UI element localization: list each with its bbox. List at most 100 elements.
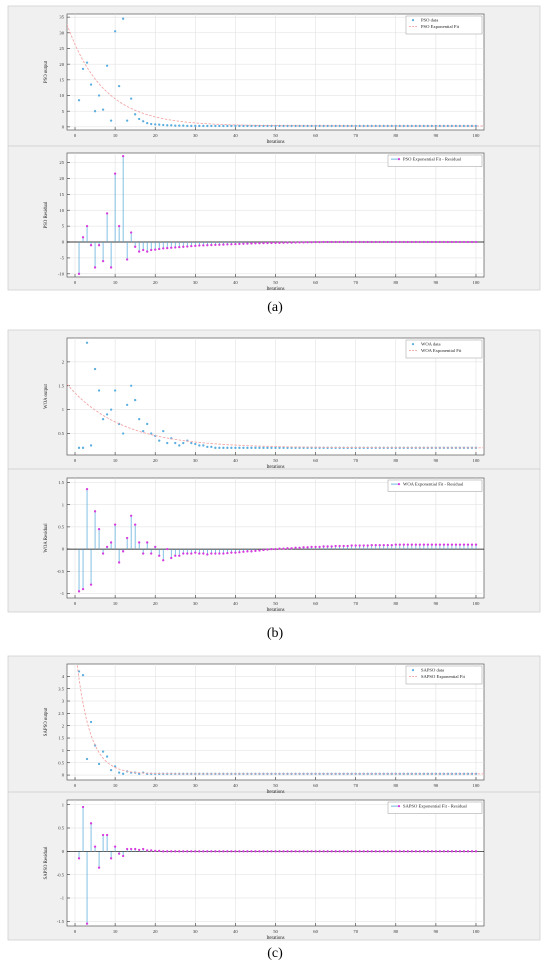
data-point: [97, 94, 101, 97]
data-point: [222, 124, 225, 128]
legend-marker: [397, 483, 401, 486]
data-point: [246, 446, 249, 449]
stem-marker: [214, 850, 217, 853]
stem-marker: [334, 240, 337, 244]
x-tick-label: 0: [74, 929, 77, 934]
stem-marker: [378, 240, 381, 244]
x-tick-label: 30: [193, 458, 198, 463]
data-point: [390, 124, 393, 128]
stem-marker: [390, 850, 393, 853]
stem-marker: [89, 244, 93, 247]
x-tick-label: 50: [273, 929, 278, 934]
y-tick-label: 20: [59, 62, 64, 67]
stem-marker: [121, 550, 125, 553]
stem-marker: [178, 245, 181, 249]
stem-marker: [270, 850, 273, 853]
y-axis-label: SAPSO output: [44, 707, 49, 736]
x-tick-label: 20: [153, 280, 158, 285]
data-point: [101, 750, 105, 753]
data-point: [250, 446, 253, 449]
legend-box: [387, 154, 483, 167]
data-point: [346, 124, 349, 128]
stem-marker: [142, 552, 145, 555]
stem-marker: [286, 850, 289, 853]
stem-marker: [258, 850, 261, 853]
stem-marker: [158, 554, 161, 557]
stem-marker: [442, 850, 446, 853]
data-point: [258, 446, 261, 449]
x-tick-label: 40: [233, 280, 238, 285]
legend-box: [405, 15, 483, 35]
data-point: [302, 124, 305, 128]
y-tick-label: 1: [62, 802, 65, 807]
data-point: [142, 120, 145, 123]
legend-label: PSO Exponential Fit - Residual: [403, 157, 462, 162]
stem-marker: [254, 850, 257, 853]
plot-marks: [67, 155, 484, 275]
data-point: [150, 122, 153, 126]
x-tick-label: 40: [233, 133, 238, 138]
stem-marker: [410, 240, 413, 244]
plot-3: 0 10 20 30 40 50 60 70 80 90 100 -1 -0.5 0 0.5 1 1.5 Iter…: [44, 477, 485, 613]
stem-marker: [170, 556, 173, 560]
stem-marker: [438, 850, 442, 853]
stem-marker: [194, 551, 197, 554]
stem-marker: [278, 547, 281, 550]
stem-marker: [394, 543, 397, 546]
stem-marker: [138, 250, 141, 253]
x-tick-label: 50: [273, 280, 278, 285]
stem-marker: [354, 850, 357, 853]
stem-marker: [162, 850, 165, 853]
data-point: [318, 124, 321, 128]
x-tick-label: 20: [153, 929, 158, 934]
stem-marker: [418, 543, 421, 546]
data-point: [282, 446, 285, 449]
stem-marker: [426, 240, 430, 244]
stem-marker: [354, 240, 357, 244]
stem-marker: [226, 551, 229, 555]
stem-marker: [422, 240, 426, 244]
stem-marker: [366, 850, 369, 853]
stem-marker: [154, 849, 157, 853]
x-tick-label: 70: [353, 929, 358, 934]
stem-marker: [125, 258, 129, 261]
stem-marker: [254, 242, 257, 245]
stem-marker: [130, 514, 133, 517]
stem-marker: [262, 241, 265, 245]
stem-marker: [138, 541, 141, 544]
stem-marker: [146, 541, 149, 544]
stem-marker: [290, 850, 293, 853]
stem-marker: [190, 850, 193, 853]
data-point: [262, 446, 265, 449]
data-point: [202, 124, 205, 128]
x-tick-label: 30: [193, 783, 198, 788]
data-point: [85, 61, 89, 64]
stem-marker: [130, 847, 133, 851]
stem-marker: [266, 850, 269, 853]
data-point: [218, 446, 221, 449]
legend-box: [405, 665, 483, 685]
stem-marker: [422, 543, 426, 546]
stem-marker: [402, 543, 405, 546]
stem-marker: [262, 850, 265, 853]
plot-1: 0 10 20 30 40 50 60 70 80 90 100 -10 -5 0 5 10 15 20 25 Ite…: [44, 152, 485, 292]
y-tick-label: 4: [62, 674, 65, 679]
stem-marker: [85, 922, 89, 925]
data-point: [186, 124, 189, 128]
x-tick-label: 60: [313, 458, 318, 463]
stem-marker: [422, 850, 426, 853]
plot-0: 0 10 20 30 40 50 60 70 80 90 100 0 5 10 15 20 25 30 35 Iter…: [44, 13, 485, 145]
stem-marker: [318, 240, 321, 244]
x-axis-label: Iterations: [266, 936, 284, 941]
stem-marker: [454, 240, 458, 244]
data-point: [109, 119, 113, 122]
stem-marker: [238, 551, 241, 554]
y-tick-label: -5: [60, 256, 65, 261]
stem-marker: [162, 247, 165, 250]
x-tick-label: 90: [434, 458, 439, 463]
stem-marker: [190, 245, 193, 248]
data-point: [330, 124, 333, 128]
stem-marker: [234, 850, 237, 853]
stem-marker: [142, 248, 145, 252]
data-point: [134, 113, 137, 116]
